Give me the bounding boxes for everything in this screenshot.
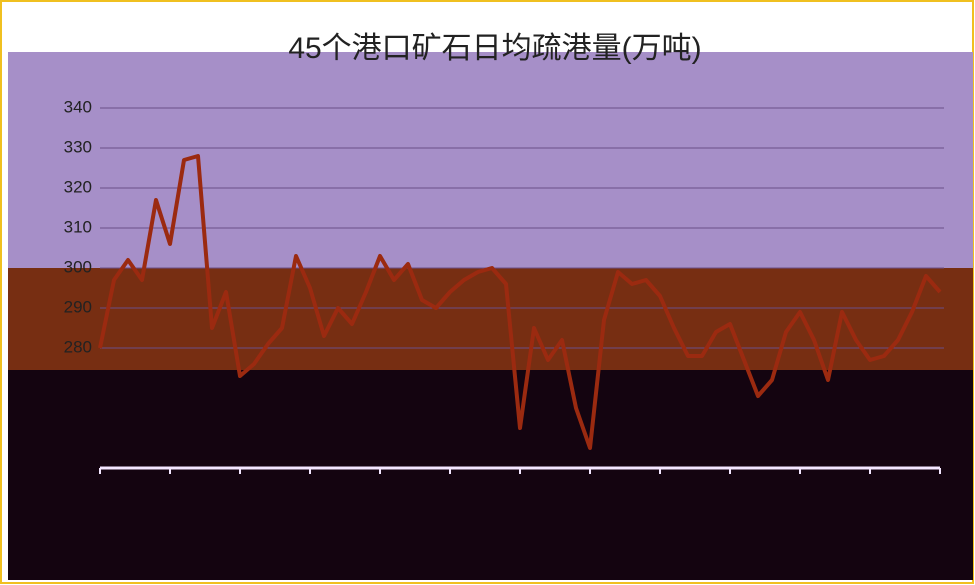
- plot-band-top: [8, 52, 973, 268]
- y-tick-label: 300: [64, 257, 92, 276]
- y-tick-label: 310: [64, 217, 92, 236]
- plot-band-bottom: [8, 370, 973, 580]
- series-line: [98, 154, 942, 450]
- y-tick-label: 290: [64, 297, 92, 316]
- plot-band-mid: [8, 268, 973, 370]
- chart-title: 45个港口矿石日均疏港量(万吨): [288, 32, 701, 65]
- y-tick-label: 340: [64, 97, 92, 116]
- y-tick-label: 280: [64, 337, 92, 356]
- y-tick-label: 320: [64, 177, 92, 196]
- y-tick-label: 330: [64, 137, 92, 156]
